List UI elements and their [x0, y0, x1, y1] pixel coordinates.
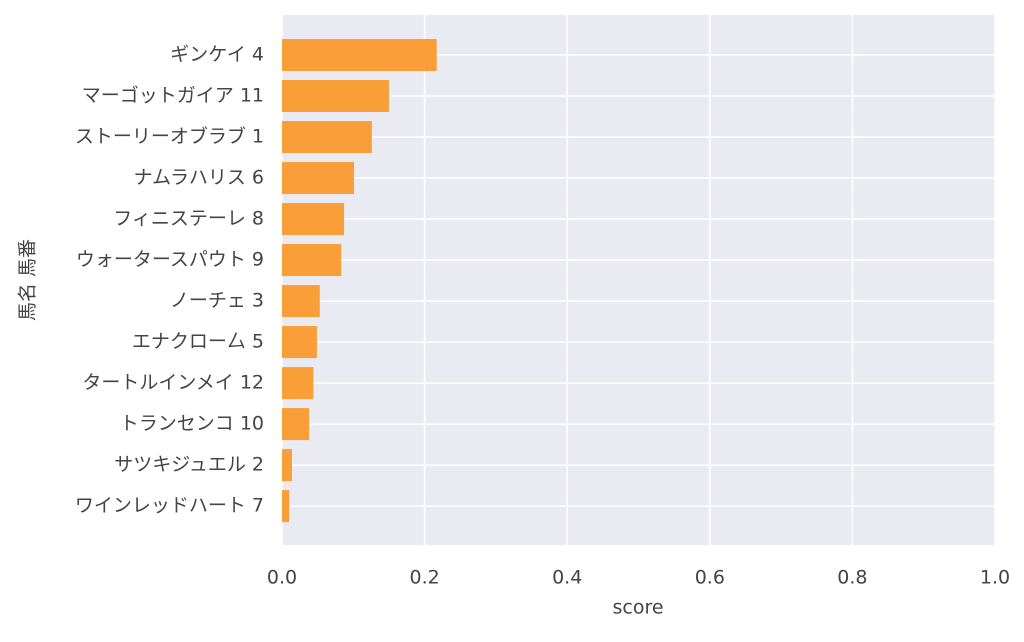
- y-axis-label: 馬名 馬番: [17, 239, 39, 321]
- x-tick-label: 0.4: [552, 567, 582, 589]
- bar: [282, 285, 320, 318]
- y-tick-label: ギンケイ 4: [170, 44, 264, 66]
- y-tick-label: ストーリーオブラブ 1: [75, 125, 264, 148]
- y-tick-label: ナムラハリス 6: [134, 167, 264, 189]
- y-tick-label: ノーチェ 3: [170, 290, 264, 312]
- bar: [282, 408, 310, 441]
- y-tick-label: エナクロー厶 5: [132, 331, 264, 353]
- plot-area: [282, 15, 995, 545]
- bar: [282, 162, 355, 195]
- bar: [282, 326, 317, 359]
- bar: [282, 80, 389, 113]
- x-tick-label: 1.0: [980, 567, 1010, 589]
- bar: [282, 449, 292, 482]
- bar: [282, 367, 314, 400]
- bar: [282, 244, 342, 277]
- y-tick-label: タートルインメイ 12: [82, 372, 264, 394]
- x-axis-label: score: [612, 597, 663, 619]
- y-tick-label: フィニステーレ 8: [113, 208, 264, 230]
- y-tick-label: ウォータースパウト 9: [76, 249, 264, 271]
- bar: [282, 203, 345, 236]
- bar: [282, 39, 437, 71]
- y-tick-label: ワインレッドハート 7: [75, 495, 264, 517]
- y-tick-label: サツキジュエル 2: [114, 454, 264, 476]
- x-tick-label: 0.2: [409, 567, 439, 589]
- y-tick-label: トランセンコ 10: [120, 413, 264, 435]
- y-tick-label: マーゴットガイア 11: [82, 85, 264, 107]
- bar: [282, 490, 290, 523]
- bar: [282, 121, 372, 154]
- x-tick-label: 0.0: [267, 567, 297, 589]
- x-tick-label: 0.6: [695, 567, 725, 589]
- x-tick-label: 0.8: [837, 567, 867, 589]
